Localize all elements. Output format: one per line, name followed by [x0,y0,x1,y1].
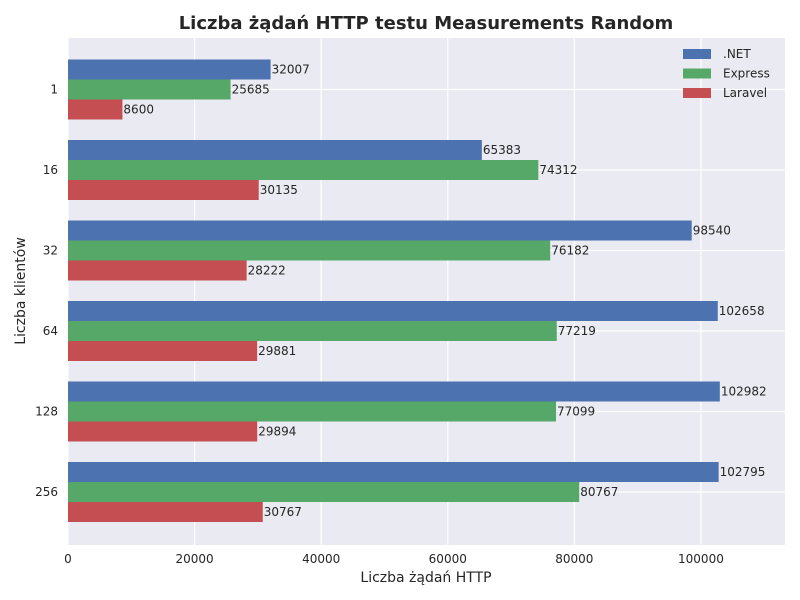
y-tick-label: 128 [35,405,58,419]
legend-swatch [683,68,711,79]
bar [68,321,557,341]
bar-value-label: 102982 [721,385,767,399]
y-tick-label: 16 [43,163,58,177]
y-ticks: 1 16 32 64 128 256 [35,83,58,500]
bar-value-label: 29894 [258,425,296,439]
bar-value-label: 65383 [483,143,521,157]
bar [68,421,258,442]
bar-value-label: 74312 [539,163,577,177]
y-axis-label: Liczba klientów [13,237,29,345]
bar-value-label: 30135 [260,183,298,197]
bar [68,482,580,502]
bar-value-label: 77099 [557,405,595,419]
bar-value-label: 8600 [123,103,154,117]
x-tick-label: 100000 [678,552,724,566]
bar [68,260,247,281]
bar-value-label: 77219 [558,324,596,338]
x-tick-label: 80000 [555,552,593,566]
bar-value-label: 29881 [258,344,296,358]
bar-value-label: 30767 [264,505,302,519]
x-tick-label: 20000 [175,552,213,566]
legend-label: .NET [723,47,751,61]
bar [68,341,258,361]
bar-value-label: 32007 [272,63,310,77]
bar [68,220,692,241]
bar-value-label: 76182 [551,244,589,258]
bar [68,160,539,180]
x-axis-label: Liczba żądań HTTP [360,570,491,586]
bar [68,502,263,522]
chart-title: Liczba żądań HTTP testu Measurements Ran… [179,13,674,34]
legend: .NET Express Laravel [683,47,770,100]
bar [68,79,231,100]
y-tick-label: 1 [50,83,58,97]
bar [68,240,551,261]
y-tick-label: 32 [43,244,58,258]
bar [68,59,271,80]
x-tick-label: 0 [64,552,72,566]
legend-swatch [683,88,711,98]
bar-value-label: 102658 [719,304,765,318]
bar [68,301,718,321]
bar-value-label: 28222 [248,264,286,278]
legend-swatch [683,49,711,59]
x-tick-label: 40000 [302,552,340,566]
bar-value-label: 102795 [720,465,766,479]
bar [68,140,482,160]
bars [68,59,720,522]
bar-value-label: 98540 [693,224,731,238]
legend-label: Express [723,67,770,81]
bar-value-label: 80767 [580,485,618,499]
x-tick-label: 60000 [429,552,467,566]
legend-label: Laravel [723,86,767,100]
y-tick-label: 256 [35,485,58,499]
plot-area [68,38,785,545]
bar-value-label: 25685 [232,83,270,97]
bar [68,401,556,422]
bar [68,381,720,402]
bar [68,99,123,120]
bar [68,180,259,200]
y-tick-label: 64 [43,324,58,338]
x-ticks: 0 20000 40000 60000 80000 100000 [64,552,724,566]
bar [68,462,719,482]
